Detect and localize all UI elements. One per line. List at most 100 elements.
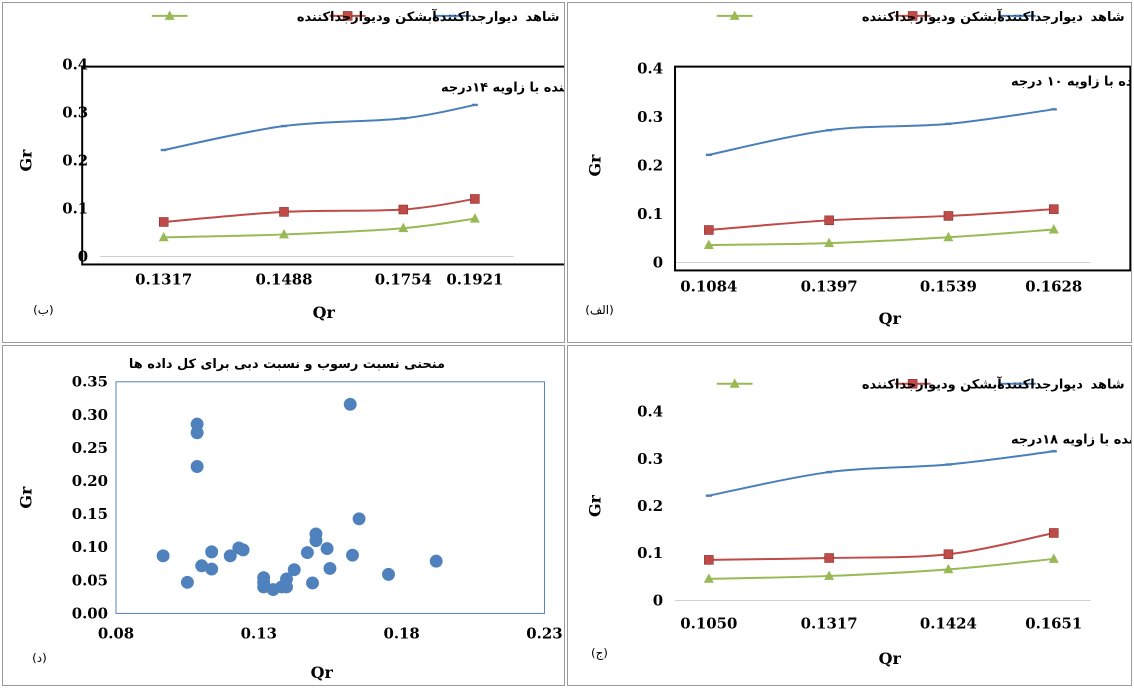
legend-marker-2 xyxy=(164,10,175,20)
series-2-point-3 xyxy=(469,213,480,223)
y-tick-label: 0.25 xyxy=(72,439,108,457)
scatter-point-1 xyxy=(180,575,194,589)
plot-area-border xyxy=(115,381,545,614)
series-1-point-1 xyxy=(279,207,289,217)
scatter-point-19 xyxy=(300,546,314,559)
panel-label: (الف) xyxy=(585,303,614,317)
scatter-point-3 xyxy=(190,426,204,440)
series-0-point-3 xyxy=(1050,450,1057,453)
y-axis-label: Gr xyxy=(585,494,604,517)
series-0-point-2 xyxy=(400,117,407,120)
series-line-0 xyxy=(163,103,476,151)
x-tick-label: 0.1084 xyxy=(680,277,737,295)
series-0-point-1 xyxy=(281,124,287,128)
y-tick-label: 0.3 xyxy=(62,104,88,122)
series-1-point-2 xyxy=(943,549,954,559)
x-axis-label: Qr xyxy=(879,649,902,668)
y-tick-label: 0 xyxy=(653,591,663,609)
legend-label-2: آبشکن ودیوارجداکننده xyxy=(862,376,1002,393)
y-tick-label: 0.30 xyxy=(72,406,108,424)
y-tick-label: 0.20 xyxy=(72,472,108,490)
series-line-1 xyxy=(163,197,476,223)
y-tick-label: 0.35 xyxy=(72,373,108,391)
series-0-point-0 xyxy=(705,153,712,157)
y-tick-label: 0.4 xyxy=(637,403,663,421)
y-tick-label: 0.4 xyxy=(637,60,663,78)
series-2-point-0 xyxy=(703,239,714,249)
series-line-1 xyxy=(708,531,1054,561)
series-0-point-2 xyxy=(945,463,952,466)
x-tick-label: 0.1424 xyxy=(920,614,977,632)
y-tick-label: 0.1 xyxy=(62,200,88,218)
legend-marker-0 xyxy=(450,14,456,18)
scatter-point-10 xyxy=(236,543,250,557)
legend-marker-1 xyxy=(907,11,918,21)
y-tick-label: 0.2 xyxy=(637,157,663,175)
chart-panel-b: شاهد دیوارجداکننده آبشکن ودیوارجداکننده 0 0.… xyxy=(2,2,565,343)
legend-label-0: شاهد xyxy=(1091,378,1125,393)
scatter-point-24 xyxy=(323,561,337,575)
scatter-point-7 xyxy=(205,562,219,576)
series-2-point-1 xyxy=(824,237,835,248)
legend-marker-0 xyxy=(1015,14,1021,18)
legend-marker-2 xyxy=(729,378,740,388)
series-1-point-1 xyxy=(824,215,834,226)
x-tick-label: 0.1628 xyxy=(1025,277,1082,295)
chart-annotation-title: دیوار جداکننده با زاویه ۱۰ درجه xyxy=(1011,75,1131,90)
series-1-point-1 xyxy=(824,553,834,563)
legend-label-1: دیوارجداکننده xyxy=(432,10,518,25)
series-0-point-1 xyxy=(826,470,833,474)
scatter-point-27 xyxy=(352,512,366,526)
series-2-point-3 xyxy=(1048,224,1059,234)
x-tick-label: 0.18 xyxy=(383,624,419,642)
legend-label-0: شاهد xyxy=(526,10,560,25)
chart-panel-jim: شاهد دیوارجداکننده آبشکن ودیوارجداکننده 0 0.… xyxy=(567,345,1132,686)
series-0-point-0 xyxy=(160,148,167,152)
scatter-point-18 xyxy=(287,563,301,577)
series-2-point-0 xyxy=(703,573,714,583)
y-tick-label: 0.3 xyxy=(637,108,663,126)
legend-marker-1 xyxy=(342,11,353,21)
legend-marker-0 xyxy=(1015,382,1021,385)
chart-annotation-title: دیوار جداکننده با زاویه ۱۴درجه xyxy=(441,80,564,95)
x-axis-label: Qr xyxy=(311,663,334,682)
series-1-point-3 xyxy=(1049,528,1059,538)
x-tick-label: 0.1050 xyxy=(680,614,737,632)
series-0-point-3 xyxy=(1050,108,1057,111)
y-axis-label: Gr xyxy=(16,486,35,509)
scatter-point-17 xyxy=(280,580,293,594)
x-tick-label: 0.08 xyxy=(98,624,134,642)
series-2-point-3 xyxy=(1048,553,1059,563)
series-2-point-1 xyxy=(824,570,835,580)
scatter-point-22 xyxy=(309,534,323,548)
y-tick-label: 0.3 xyxy=(637,450,663,468)
x-tick-label: 0.1921 xyxy=(446,270,503,288)
y-tick-label: 0.4 xyxy=(62,56,88,74)
series-0-point-3 xyxy=(471,103,478,107)
series-2-point-2 xyxy=(943,563,954,574)
series-1-point-2 xyxy=(943,211,954,221)
chart-panel-alef: شاهد دیوارجداکننده آبشکن ودیوارجداکننده 0 0.… xyxy=(567,2,1132,343)
panel-label: (د) xyxy=(32,651,47,665)
x-tick-label: 0.23 xyxy=(526,624,562,642)
legend-label-0: شاهد xyxy=(1091,10,1125,25)
x-tick-label: 0.1651 xyxy=(1025,614,1082,632)
panel-label: (ب) xyxy=(33,303,54,317)
chart-title: منحنی نسبت رسوب و نسبت دبی برای کل داده … xyxy=(129,357,445,372)
legend-marker-1 xyxy=(907,379,918,389)
scatter-point-5 xyxy=(195,559,209,573)
y-tick-label: 0 xyxy=(653,253,663,271)
series-0-point-2 xyxy=(945,122,952,126)
scatter-chart-dal: منحنی نسبت رسوب و نسبت دبی برای کل داده … xyxy=(16,357,562,682)
scatter-point-20 xyxy=(306,576,319,590)
series-1-point-0 xyxy=(704,555,714,565)
legend-label-1: دیوارجداکننده xyxy=(997,378,1083,393)
y-axis-label: Gr xyxy=(16,149,35,172)
series-line-0 xyxy=(708,450,1054,497)
scatter-point-23 xyxy=(320,542,334,556)
